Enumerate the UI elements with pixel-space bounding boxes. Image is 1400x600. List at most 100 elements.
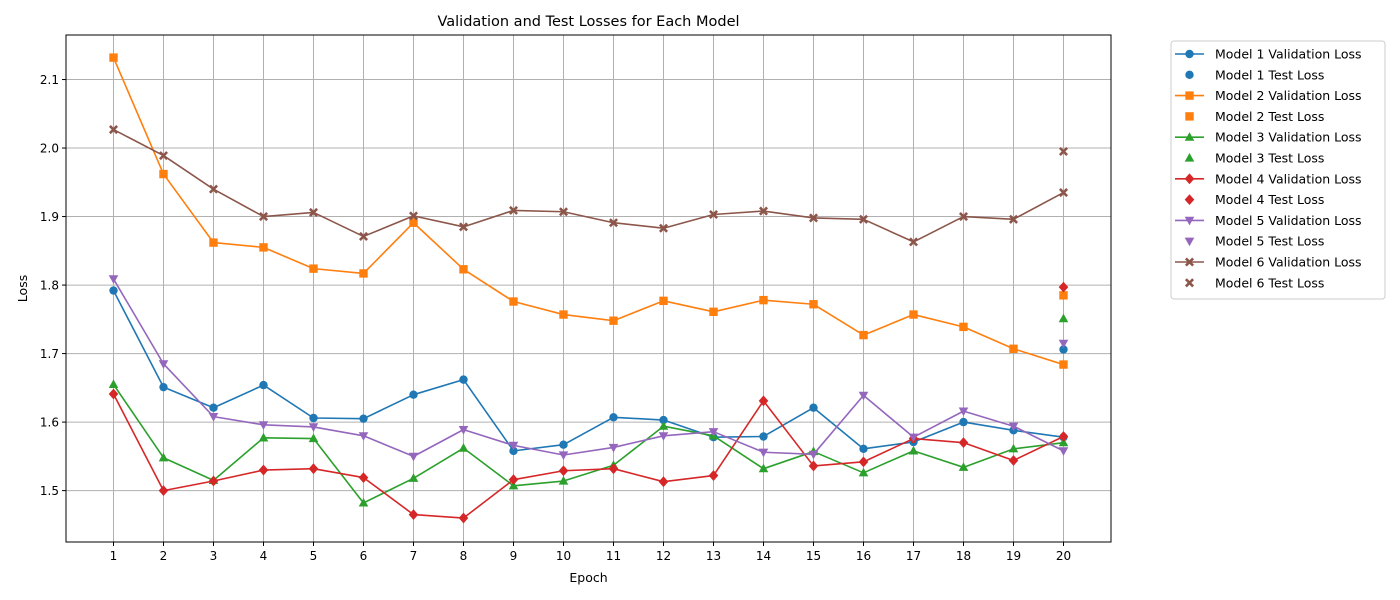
x-tick-label: 3 <box>210 549 218 563</box>
data-point <box>258 421 269 430</box>
legend-entry: Model 2 Test Loss <box>1185 109 1324 124</box>
x-tick-label: 7 <box>410 549 418 563</box>
data-point <box>408 211 419 221</box>
legend-marker <box>1184 132 1195 141</box>
data-point <box>108 125 119 135</box>
data-point <box>409 390 418 399</box>
data-point <box>1058 447 1069 456</box>
data-point <box>658 476 669 488</box>
data-point <box>709 307 718 316</box>
x-tick-label: 8 <box>460 549 468 563</box>
data-point <box>109 286 118 295</box>
x-tick-label: 4 <box>260 549 268 563</box>
series-line <box>112 290 1064 452</box>
data-point <box>808 213 819 223</box>
data-point <box>308 423 319 432</box>
y-tick-label: 2.0 <box>40 142 59 156</box>
legend: Model 1 Validation Loss Model 1 Test Loss… <box>1170 40 1386 300</box>
legend-entry: Model 2 Validation Loss <box>1175 88 1362 103</box>
data-point <box>159 169 168 179</box>
legend-entry: Model 6 Validation Loss <box>1175 255 1362 270</box>
data-point <box>1008 422 1019 432</box>
legend-entry: Model 5 Test Loss <box>1184 234 1324 249</box>
data-point <box>408 452 419 462</box>
data-point <box>558 476 569 485</box>
data-point <box>358 432 369 441</box>
data-point <box>508 441 519 451</box>
x-tick-label: 13 <box>706 549 721 563</box>
y-tick-label: 1.5 <box>40 484 59 498</box>
y-tick-label: 1.8 <box>40 279 59 293</box>
legend-marker <box>1184 153 1195 162</box>
data-point <box>1058 431 1069 442</box>
y-axis-ticks: 1.5 1.6 1.7 1.8 1.9 2.0 2.1 <box>40 73 66 498</box>
series-model-6-validation <box>108 125 1069 247</box>
data-point <box>708 470 719 481</box>
data-point <box>809 403 818 412</box>
y-tick-label: 2.1 <box>40 73 59 87</box>
data-point <box>258 212 269 222</box>
data-point <box>558 465 569 477</box>
data-point <box>109 53 118 62</box>
legend-entry: Model 3 Test Loss <box>1184 151 1324 166</box>
legend-label: Model 1 Validation Loss <box>1215 47 1362 62</box>
x-tick-label: 6 <box>360 549 368 563</box>
x-tick-label: 2 <box>160 549 168 563</box>
legend-frame <box>1170 40 1386 300</box>
data-point <box>358 472 369 483</box>
series-model-5-validation <box>108 275 1069 462</box>
data-point <box>408 509 419 520</box>
data-point <box>158 360 169 369</box>
data-point <box>108 388 119 400</box>
data-point <box>859 444 868 454</box>
x-tick-label: 14 <box>756 549 771 563</box>
series-model-2-validation <box>109 53 1068 369</box>
data-point <box>658 223 669 233</box>
data-point <box>808 450 819 460</box>
series-lines <box>108 53 1069 524</box>
legend-label: Model 3 Validation Loss <box>1215 130 1362 145</box>
legend-entry: Model 4 Test Loss <box>1184 192 1324 207</box>
data-point <box>508 480 519 490</box>
x-tick-label: 9 <box>510 549 518 563</box>
data-point <box>559 440 568 449</box>
data-point <box>208 475 219 487</box>
data-point <box>509 446 518 456</box>
legend-entry: Model 6 Test Loss <box>1184 275 1324 290</box>
x-tick-label: 15 <box>806 549 821 563</box>
legend-marker <box>1184 237 1195 247</box>
data-point <box>508 474 519 486</box>
x-tick-label: 16 <box>856 549 871 563</box>
data-point <box>308 433 319 443</box>
data-point <box>458 443 469 452</box>
data-point <box>108 275 119 284</box>
legend-label: Model 1 Test Loss <box>1215 67 1324 82</box>
x-tick-label: 1 <box>110 549 118 563</box>
data-point <box>359 414 368 423</box>
legend-entry: Model 4 Validation Loss <box>1175 171 1362 186</box>
data-point <box>309 413 318 423</box>
legend-marker <box>1184 216 1195 226</box>
data-point <box>908 445 919 455</box>
data-point <box>308 207 319 217</box>
legend-label: Model 2 Test Loss <box>1215 109 1324 124</box>
data-point <box>208 413 219 422</box>
test-markers <box>1058 146 1069 354</box>
legend-marker <box>1185 70 1194 80</box>
data-point <box>759 432 768 441</box>
y-tick-label: 1.6 <box>40 416 59 430</box>
data-point <box>858 391 869 401</box>
data-point <box>608 218 619 228</box>
data-point <box>958 212 969 222</box>
test-point <box>1058 146 1069 156</box>
data-point <box>458 512 469 524</box>
data-point <box>959 417 968 427</box>
data-point <box>1058 188 1069 198</box>
y-tick-label: 1.7 <box>40 347 59 361</box>
data-point <box>558 207 569 217</box>
legend-label: Model 6 Validation Loss <box>1215 255 1362 270</box>
data-point <box>258 464 269 476</box>
grid <box>66 35 1111 542</box>
data-point <box>859 330 868 340</box>
